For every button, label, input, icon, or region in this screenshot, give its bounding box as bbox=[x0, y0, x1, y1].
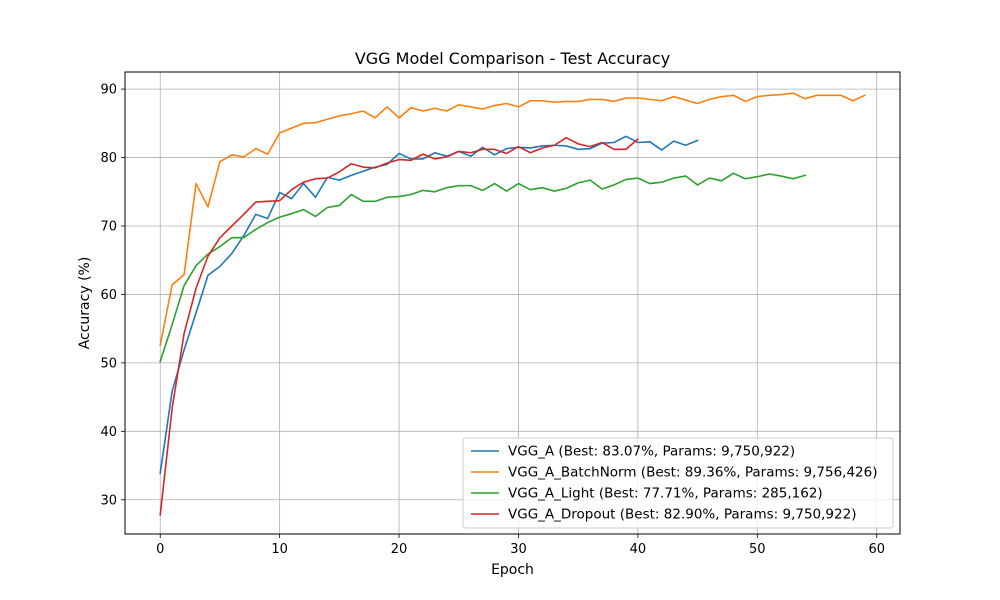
y-tick-label: 40 bbox=[100, 425, 117, 440]
x-axis-label: Epoch bbox=[491, 562, 534, 578]
x-tick-label: 0 bbox=[156, 542, 164, 557]
x-tick-label: 50 bbox=[749, 542, 766, 557]
series-line-1 bbox=[159, 92, 866, 347]
legend: VGG_A (Best: 83.07%, Params: 9,750,922) V… bbox=[462, 437, 894, 529]
legend-box bbox=[462, 437, 894, 529]
y-tick-label: 30 bbox=[100, 493, 117, 508]
series-lines bbox=[159, 92, 866, 516]
x-tick-label: 60 bbox=[868, 542, 885, 557]
chart-title: VGG Model Comparison - Test Accuracy bbox=[355, 49, 670, 68]
y-tick-label: 70 bbox=[100, 220, 117, 235]
x-tick-label: 40 bbox=[630, 542, 647, 557]
series-line-3 bbox=[159, 136, 640, 516]
y-axis-ticks: 30 40 50 60 70 80 90 bbox=[100, 83, 125, 508]
y-tick-label: 50 bbox=[100, 356, 117, 371]
x-axis-ticks: 0 10 20 30 40 50 60 bbox=[156, 534, 885, 557]
x-tick-label: 10 bbox=[271, 542, 288, 557]
y-tick-label: 60 bbox=[100, 288, 117, 303]
legend-label-2: VGG_A_Light (Best: 77.71%, Params: 285,1… bbox=[508, 486, 823, 502]
y-tick-label: 90 bbox=[100, 83, 117, 98]
y-axis-label: Accuracy (%) bbox=[77, 257, 93, 350]
series-line-2 bbox=[159, 172, 807, 363]
y-tick-label: 80 bbox=[100, 151, 117, 166]
grid-lines bbox=[125, 72, 900, 534]
plot-frame bbox=[124, 71, 901, 535]
x-tick-label: 20 bbox=[391, 542, 408, 557]
legend-label-1: VGG_A_BatchNorm (Best: 89.36%, Params: 9… bbox=[508, 465, 878, 481]
legend-label-3: VGG_A_Dropout (Best: 82.90%, Params: 9,7… bbox=[508, 507, 856, 523]
x-tick-label: 30 bbox=[510, 542, 527, 557]
legend-label-0: VGG_A (Best: 83.07%, Params: 9,750,922) bbox=[508, 444, 795, 460]
